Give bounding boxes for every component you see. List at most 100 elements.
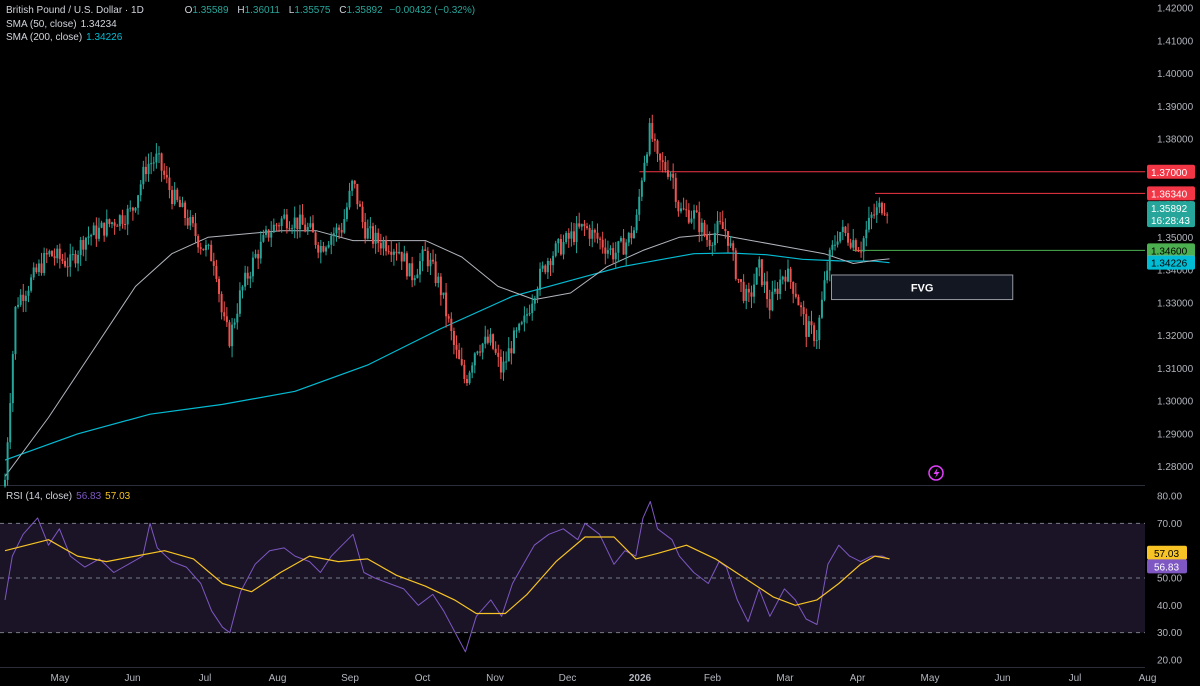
candle-body[interactable] — [468, 372, 471, 384]
candle-body[interactable] — [142, 166, 145, 185]
candle-body[interactable] — [432, 259, 435, 262]
candle-body[interactable] — [562, 242, 565, 255]
candle-body[interactable] — [152, 162, 155, 164]
candle-body[interactable] — [773, 288, 776, 292]
candle-body[interactable] — [92, 225, 95, 236]
candle-body[interactable] — [358, 204, 361, 207]
candle-body[interactable] — [155, 153, 158, 163]
candle-body[interactable] — [672, 173, 675, 178]
candle-body[interactable] — [792, 282, 795, 294]
candle-body[interactable] — [460, 358, 463, 365]
candle-body[interactable] — [706, 234, 709, 240]
candle-body[interactable] — [635, 214, 638, 231]
candle-body[interactable] — [640, 180, 643, 197]
candle-body[interactable] — [502, 361, 505, 373]
candle-body[interactable] — [807, 321, 810, 337]
candle-body[interactable] — [189, 216, 192, 226]
candle-body[interactable] — [212, 261, 215, 266]
candle-body[interactable] — [820, 299, 823, 318]
candle-body[interactable] — [218, 278, 221, 294]
candle-body[interactable] — [165, 174, 168, 178]
candle-body[interactable] — [539, 268, 542, 290]
candle-body[interactable] — [604, 247, 607, 254]
candle-body[interactable] — [400, 251, 403, 262]
candle-body[interactable] — [700, 222, 703, 233]
candle-body[interactable] — [447, 316, 450, 319]
candle-body[interactable] — [797, 296, 800, 306]
candle-body[interactable] — [61, 258, 64, 261]
candle-body[interactable] — [883, 213, 886, 215]
candle-body[interactable] — [445, 292, 448, 317]
candle-body[interactable] — [596, 232, 599, 239]
candle-body[interactable] — [661, 160, 664, 162]
candle-body[interactable] — [306, 227, 309, 232]
candle-body[interactable] — [606, 250, 609, 254]
candle-body[interactable] — [554, 243, 557, 256]
candle-body[interactable] — [278, 225, 281, 227]
price-label-badge[interactable] — [1147, 164, 1195, 179]
candle-body[interactable] — [873, 214, 876, 216]
candle-body[interactable] — [784, 276, 787, 282]
candle-body[interactable] — [518, 323, 521, 331]
candle-body[interactable] — [651, 123, 654, 139]
candle-body[interactable] — [335, 227, 338, 234]
candle-body[interactable] — [66, 266, 69, 268]
candle-body[interactable] — [265, 229, 267, 235]
candle-body[interactable] — [108, 219, 111, 224]
candle-body[interactable] — [22, 294, 25, 301]
candle-body[interactable] — [734, 250, 737, 279]
candle-body[interactable] — [69, 254, 72, 267]
candle-body[interactable] — [880, 202, 883, 214]
candle-body[interactable] — [693, 210, 696, 219]
candle-body[interactable] — [131, 207, 134, 211]
candle-body[interactable] — [27, 290, 30, 296]
candle-body[interactable] — [139, 184, 142, 196]
candle-body[interactable] — [236, 313, 239, 323]
candle-body[interactable] — [695, 210, 698, 213]
candle-body[interactable] — [865, 229, 868, 239]
candle-body[interactable] — [351, 180, 354, 191]
candle-body[interactable] — [202, 248, 205, 251]
candle-body[interactable] — [311, 223, 314, 233]
candle-body[interactable] — [875, 207, 878, 215]
candle-body[interactable] — [633, 230, 636, 239]
candle-body[interactable] — [599, 238, 602, 240]
candle-body[interactable] — [160, 153, 163, 171]
candle-body[interactable] — [379, 243, 382, 249]
candle-body[interactable] — [455, 344, 458, 350]
candle-body[interactable] — [372, 226, 375, 244]
candle-body[interactable] — [578, 223, 581, 227]
candle-body[interactable] — [862, 238, 865, 252]
candle-body[interactable] — [314, 232, 317, 245]
candle-body[interactable] — [625, 242, 628, 255]
candle-body[interactable] — [147, 163, 150, 175]
candle-body[interactable] — [669, 173, 672, 177]
candle-body[interactable] — [499, 356, 502, 373]
candle-body[interactable] — [176, 189, 179, 200]
candle-body[interactable] — [659, 153, 662, 161]
time-axis[interactable]: May Jun Jul Aug Sep Oct Nov Dec 2026 Feb Mar Apr May… — [51, 673, 1157, 684]
candle-body[interactable] — [760, 259, 763, 286]
candle-body[interactable] — [71, 253, 74, 255]
candle-body[interactable] — [771, 291, 774, 311]
candle-body[interactable] — [403, 253, 406, 262]
candle-body[interactable] — [191, 216, 194, 224]
candle-body[interactable] — [575, 223, 578, 243]
candle-body[interactable] — [682, 208, 685, 210]
rsi-ma-line[interactable] — [4, 536, 890, 615]
candle-body[interactable] — [479, 351, 482, 353]
candle-body[interactable] — [648, 123, 651, 155]
candle-body[interactable] — [471, 365, 474, 373]
candle-body[interactable] — [826, 270, 829, 281]
candle-body[interactable] — [197, 236, 200, 248]
candle-body[interactable] — [199, 247, 202, 249]
candle-body[interactable] — [84, 237, 87, 250]
candle-body[interactable] — [849, 242, 852, 248]
candle-body[interactable] — [30, 277, 33, 291]
candle-body[interactable] — [836, 241, 839, 245]
candle-body[interactable] — [178, 199, 181, 208]
candle-body[interactable] — [322, 245, 325, 252]
candle-body[interactable] — [779, 279, 782, 294]
candle-body[interactable] — [32, 267, 35, 278]
